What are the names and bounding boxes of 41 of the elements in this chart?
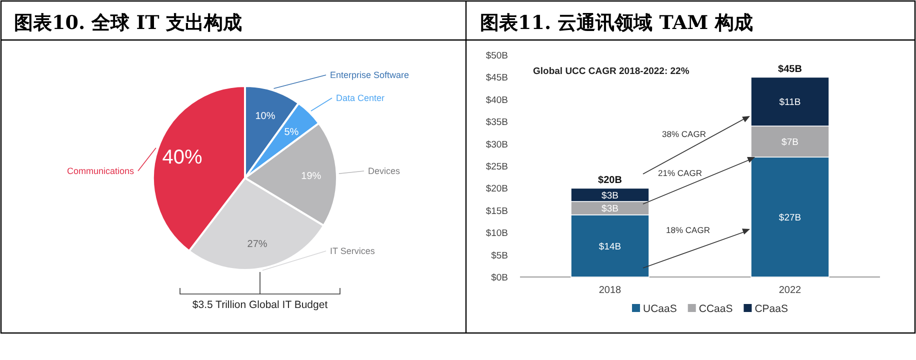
legend-label: UCaaS [643, 303, 677, 315]
y-tick-label: $40B [486, 94, 508, 106]
y-tick-label: $5B [491, 250, 508, 262]
y-tick-label: $20B [486, 184, 508, 195]
legend-label: CCaaS [698, 303, 733, 315]
total-label: $20B [598, 175, 622, 186]
data-label: $14B [598, 241, 622, 252]
data-label: 19% [301, 170, 322, 182]
y-tick-label: $50B [486, 50, 508, 62]
legend-label: CPaaS [754, 303, 788, 315]
y-tick-label: $0B [491, 272, 508, 284]
y-tick-label: $30B [486, 139, 508, 150]
text: $3.5 Trillion Global IT Budget [192, 299, 328, 311]
slice-label: Devices [368, 166, 401, 176]
y-tick-label: $15B [486, 206, 508, 217]
data-label: $11B [779, 97, 801, 108]
slice-label: Data Center [336, 93, 385, 103]
y-tick-label: $25B [486, 162, 508, 172]
slice-label: Communications [66, 166, 134, 176]
annotation: 18% CAGR [666, 225, 710, 235]
x-tick-label: 2022 [778, 285, 802, 296]
chart-title: 图表11. 云通讯领域 TAM 构成 [480, 12, 753, 34]
slice-label: IT Services [330, 246, 376, 256]
annotation: 21% CAGR [658, 168, 702, 178]
x-tick-label: 2018 [598, 285, 622, 296]
data-label: 10% [255, 110, 276, 122]
chart-title: 图表10. 全球 IT 支出构成 [14, 12, 242, 34]
data-label: 40% [162, 146, 202, 169]
data-label: $7B [782, 137, 798, 148]
data-label: $27B [778, 212, 802, 224]
y-tick-label: $10B [486, 228, 508, 240]
y-tick-label: $45B [486, 72, 508, 84]
total-label: $45B [778, 64, 802, 76]
data-label: 27% [247, 239, 268, 250]
annotation: 38% CAGR [662, 129, 706, 139]
slice-label: Enterprise Software [330, 70, 410, 80]
annotation: Global UCC CAGR 2018-2022: 22% [533, 66, 690, 77]
data-label: $3B [602, 204, 618, 215]
data-label: 5% [284, 126, 299, 138]
y-tick-label: $35B [486, 117, 508, 128]
data-label: $3B [602, 190, 618, 202]
